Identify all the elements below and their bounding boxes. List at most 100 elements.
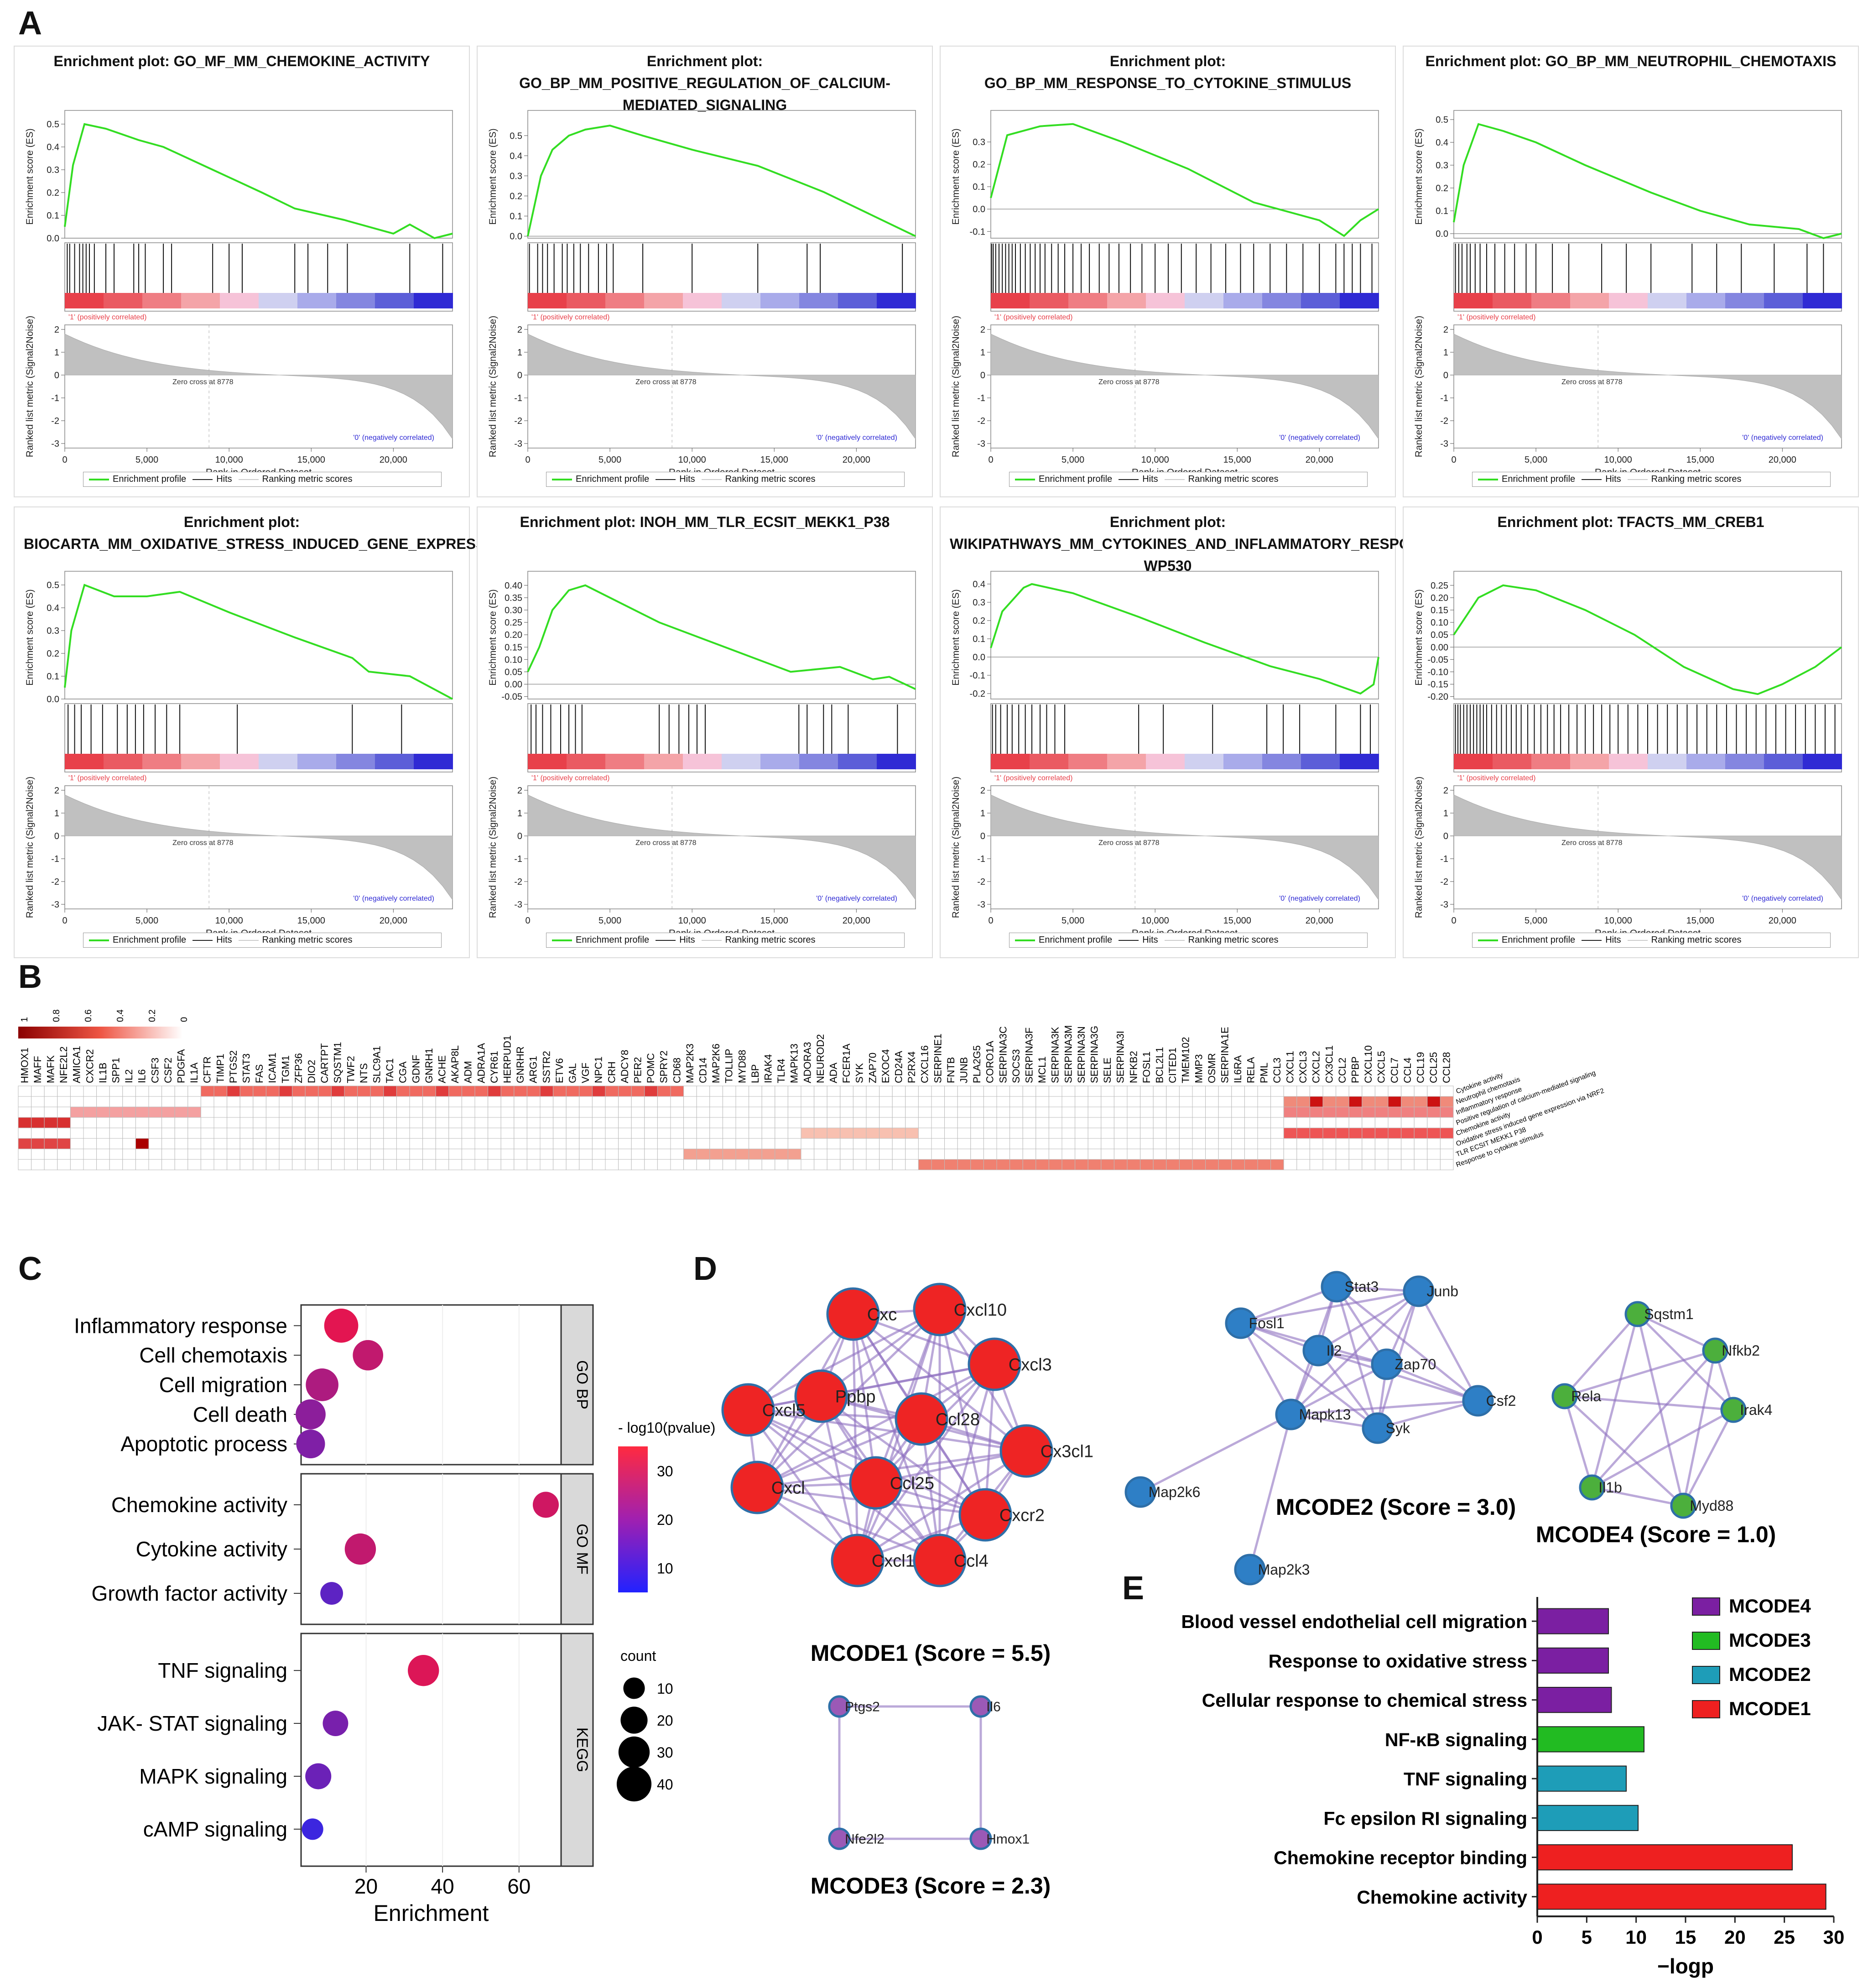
gene-label: BCL2L1 [1154, 1047, 1166, 1083]
heatmap-cell [1231, 1117, 1245, 1128]
gene-label: MYD88 [736, 1050, 748, 1083]
legend-item-ranking: Ranking metric scores [1627, 474, 1741, 485]
gene-label: MCL1 [1036, 1056, 1048, 1083]
network-edge [852, 1314, 941, 1561]
heatmap-cell [70, 1106, 84, 1118]
gsea-legend: Enrichment profile Hits Ranking metric sco… [1009, 933, 1368, 948]
heatmap-cell [1322, 1117, 1337, 1128]
legend-swatch [1478, 478, 1498, 480]
heatmap-cell [944, 1127, 958, 1139]
heatmap-cell [396, 1127, 410, 1139]
gene-label: CCL7 [1389, 1058, 1400, 1083]
heatmap-cell [1348, 1085, 1363, 1097]
rank-tick-label: 2 [517, 786, 522, 796]
heatmap-cell [905, 1127, 919, 1139]
rank-tick-label: 2 [1443, 325, 1448, 335]
es-frame [990, 110, 1379, 239]
heatmap-cell [1022, 1159, 1036, 1170]
heatmap-cell [1153, 1117, 1167, 1128]
heatmap-cell [44, 1117, 58, 1128]
gene-label: PER2 [632, 1057, 644, 1083]
gene-label: CD14 [697, 1058, 709, 1083]
heatmap-cell [905, 1106, 919, 1118]
network-node [1624, 1301, 1651, 1327]
heatmap-cell [709, 1085, 723, 1097]
heatmap-cell [96, 1106, 110, 1118]
rank-tick-label: -2 [977, 416, 985, 426]
gradient-segment [220, 293, 259, 308]
x-tick-label: 15,000 [297, 455, 325, 465]
heatmap-cell [683, 1159, 697, 1170]
x-tick-label: 0 [525, 455, 530, 465]
gene-label: CXCL1 [1285, 1051, 1296, 1083]
heatmap-cell [970, 1085, 984, 1097]
heatmap-cell [1061, 1117, 1076, 1128]
pos-corr-label: '1' (positively correlated) [68, 313, 147, 321]
neg-corr-label: '0' (negatively correlated) [1279, 434, 1360, 442]
gene-label: CORO1A [984, 1041, 996, 1083]
legend-swatch [1582, 939, 1602, 941]
facet-label: GO MF [573, 1524, 591, 1574]
gene-label: CXCL10 [1363, 1045, 1374, 1083]
heatmap-cell [540, 1106, 554, 1118]
heatmap-cell [1296, 1148, 1310, 1160]
legend-swatch [656, 479, 676, 480]
heatmap-cell [1087, 1159, 1102, 1170]
network-node-label: Junb [1427, 1283, 1458, 1299]
gene-label: CXCL2 [1311, 1051, 1322, 1083]
heatmap-cell [135, 1117, 149, 1128]
heatmap-cell [566, 1159, 580, 1170]
rank-tick-label: 1 [517, 809, 522, 819]
heatmap-cell [709, 1159, 723, 1170]
gradient-segment [1340, 293, 1379, 308]
heatmap-cell [109, 1159, 123, 1170]
gradient-segment [1493, 754, 1532, 769]
network-node [730, 1461, 784, 1514]
enrichment-profile-line [64, 584, 453, 700]
heatmap-cell [488, 1085, 501, 1097]
heatmap-cell [1035, 1159, 1049, 1170]
es-axis-label: Enrichment score (ES) [1414, 128, 1424, 224]
heatmap-cell [1296, 1117, 1310, 1128]
heatmap-cell [31, 1106, 45, 1118]
rank-tick-label: 2 [980, 325, 985, 335]
rank-tick-label: -1 [514, 854, 522, 864]
neg-corr-label: '0' (negatively correlated) [1742, 895, 1823, 903]
heatmap-cell [1114, 1106, 1128, 1118]
heatmap-cell [200, 1096, 214, 1107]
heatmap-cell [1153, 1159, 1167, 1170]
heatmap-cell [31, 1127, 45, 1139]
heatmap-cell [526, 1159, 541, 1170]
heatmap-cell [409, 1127, 423, 1139]
heatmap-cell [227, 1159, 240, 1170]
zero-cross-label: Zero cross at 8778 [1561, 378, 1623, 386]
legend-swatch [1692, 1666, 1720, 1684]
es-tick-label: 0.3 [973, 137, 985, 147]
heatmap-cell [292, 1117, 306, 1128]
bar [1537, 1805, 1639, 1831]
heatmap-cell [944, 1106, 958, 1118]
heatmap-cell [1061, 1085, 1076, 1097]
heatmap-cell [514, 1106, 527, 1118]
heatmap-cell [1296, 1138, 1310, 1149]
rank-tick-label: -3 [1440, 439, 1448, 449]
heatmap-cell [1401, 1127, 1415, 1139]
heatmap-cell [83, 1127, 97, 1139]
heatmap-cell [1087, 1117, 1102, 1128]
rank-tick-label: -3 [51, 900, 59, 910]
heatmap-cell [918, 1127, 932, 1139]
heatmap-cell [1166, 1159, 1180, 1170]
heatmap-cell [526, 1117, 541, 1128]
x-tick-label: 10,000 [215, 455, 243, 465]
bar-category-label: NF-κB signaling [1385, 1729, 1527, 1750]
heatmap-cell [970, 1117, 984, 1128]
heatmap-cell [96, 1085, 110, 1097]
heatmap-cell [983, 1096, 997, 1107]
hits-frame [527, 703, 916, 772]
legend-item-profile: Enrichment profile [1478, 935, 1575, 945]
es-tick-label: 0.4 [973, 579, 985, 590]
rank-tick-label: 0 [980, 831, 985, 841]
heatmap-cell [331, 1096, 345, 1107]
heatmap-cell [1127, 1117, 1141, 1128]
gene-label: SERPINA1E [1219, 1027, 1231, 1084]
